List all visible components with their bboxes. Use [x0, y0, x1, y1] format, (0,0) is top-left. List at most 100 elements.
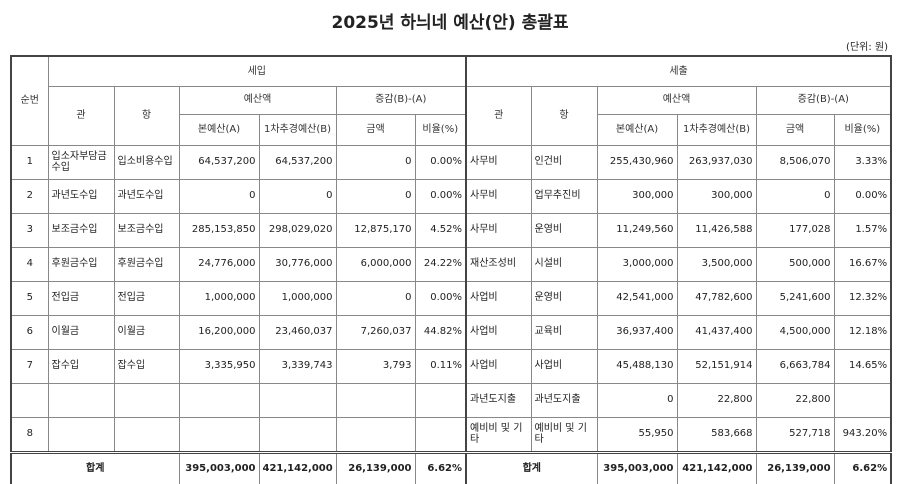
table-cell	[47, 416, 115, 453]
table-cell: 사업비	[530, 348, 598, 384]
header-cell: 예산액	[178, 85, 337, 115]
table-cell: 운영비	[530, 212, 598, 248]
table-cell	[335, 416, 416, 453]
table-cell: 1,000,000	[258, 280, 337, 316]
total-cell: 26,139,000	[335, 450, 416, 484]
table-cell: 3.33%	[833, 144, 892, 180]
seq-cell: 6	[10, 314, 49, 350]
table-cell: 입소비용수입	[113, 144, 180, 180]
table-cell: 과년도수입	[47, 178, 115, 214]
total-cell: 395,003,000	[178, 450, 260, 484]
header-cell: 금액	[335, 113, 416, 146]
table-cell: 3,335,950	[178, 348, 260, 384]
table-cell: 입소자부담금수입	[47, 144, 115, 180]
table-cell: 3,500,000	[676, 246, 757, 282]
table-cell: 24.22%	[414, 246, 467, 282]
table-cell: 전입금	[113, 280, 180, 316]
table-cell: 64,537,200	[258, 144, 337, 180]
header-cell: 금액	[755, 113, 835, 146]
table-cell: 사업비	[465, 348, 532, 384]
table-cell: 0.00%	[414, 280, 467, 316]
table-cell: 사업비	[465, 314, 532, 350]
table-cell: 23,460,037	[258, 314, 337, 350]
title: 2025년 하늬네 예산(안) 총괄표	[331, 13, 569, 33]
table-cell: 과년도지출	[465, 382, 532, 418]
table-row: 4 후원금수입 후원금수입 24,776,000 30,776,000 6,000,000…	[10, 246, 892, 282]
table-cell: 1.57%	[833, 212, 892, 248]
table-cell: 후원금수입	[47, 246, 115, 282]
table-cell: 583,668	[676, 416, 757, 453]
seq-cell: 5	[10, 280, 49, 316]
table-cell: 잡수입	[113, 348, 180, 384]
table-cell: 255,430,960	[596, 144, 678, 180]
table-cell: 11,426,588	[676, 212, 757, 248]
table-cell: 후원금수입	[113, 246, 180, 282]
table-cell: 52,151,914	[676, 348, 757, 384]
table-cell: 이월금	[113, 314, 180, 350]
header-cell: 관	[47, 85, 115, 146]
table-cell: 47,782,600	[676, 280, 757, 316]
table-cell: 0.00%	[414, 178, 467, 214]
table-cell: 4,500,000	[755, 314, 835, 350]
budget-table: 순번 세입 세출 관 항 예산액 증감(B)-(A) 관 항 예산액 증감(B)…	[10, 55, 893, 484]
table-cell	[178, 382, 260, 418]
table-cell: 3,000,000	[596, 246, 678, 282]
total-cell: 26,139,000	[755, 450, 835, 484]
table-cell: 285,153,850	[178, 212, 260, 248]
table-row: 8 예비비 및 기타 예비비 및 기타 55,950 583,668 527,718 943…	[10, 416, 892, 453]
table-cell: 시설비	[530, 246, 598, 282]
header-cell: 예산액	[596, 85, 757, 115]
table-cell	[178, 416, 260, 453]
table-cell	[335, 382, 416, 418]
table-cell: 예비비 및 기타	[465, 416, 532, 453]
total-cell: 421,142,000	[676, 450, 757, 484]
total-row: 합계 395,003,000 421,142,000 26,139,000 6.62% 합…	[10, 450, 892, 484]
table-cell: 3,339,743	[258, 348, 337, 384]
seq-cell: 7	[10, 348, 49, 384]
table-cell: 55,950	[596, 416, 678, 453]
table-cell: 30,776,000	[258, 246, 337, 282]
table-cell: 7,260,037	[335, 314, 416, 350]
table-cell: 8,506,070	[755, 144, 835, 180]
table-cell: 3,793	[335, 348, 416, 384]
table-row: 6 이월금 이월금 16,200,000 23,460,037 7,260,037 44.8…	[10, 314, 892, 350]
total-label: 합계	[465, 450, 598, 484]
table-body: 1 입소자부담금수입 입소비용수입 64,537,200 64,537,200 0 0.00…	[10, 144, 892, 484]
table-cell: 0.00%	[414, 144, 467, 180]
seq-cell: 2	[10, 178, 49, 214]
table-cell: 잡수입	[47, 348, 115, 384]
table-cell: 사무비	[465, 212, 532, 248]
table-cell: 943.20%	[833, 416, 892, 453]
total-cell: 6.62%	[833, 450, 892, 484]
table-cell: 5,241,600	[755, 280, 835, 316]
total-cell: 6.62%	[414, 450, 467, 484]
table-row: 1 입소자부담금수입 입소비용수입 64,537,200 64,537,200 0 0.00…	[10, 144, 892, 180]
table-cell: 사업비	[465, 280, 532, 316]
table-cell: 24,776,000	[178, 246, 260, 282]
table-cell: 500,000	[755, 246, 835, 282]
header-cell: 관	[465, 85, 532, 146]
table-cell: 45,488,130	[596, 348, 678, 384]
header-cell: 항	[113, 85, 180, 146]
table-cell: 300,000	[676, 178, 757, 214]
table-cell: 14.65%	[833, 348, 892, 384]
table-cell: 0	[335, 280, 416, 316]
table-cell: 이월금	[47, 314, 115, 350]
total-label: 합계	[10, 450, 180, 484]
header-cell: 항	[530, 85, 598, 146]
header-cell: 세입	[47, 55, 467, 87]
table-cell: 0	[258, 178, 337, 214]
seq-cell	[10, 382, 49, 418]
total-cell: 421,142,000	[258, 450, 337, 484]
table-cell: 263,937,030	[676, 144, 757, 180]
table-cell	[414, 382, 467, 418]
table-cell: 사무비	[465, 178, 532, 214]
table-cell: 0.11%	[414, 348, 467, 384]
table-cell: 사무비	[465, 144, 532, 180]
table-cell: 12.18%	[833, 314, 892, 350]
table-cell	[833, 382, 892, 418]
table-row: 2 과년도수입 과년도수입 0 0 0 0.00% 사무비 업무추진비 300,000 300,00…	[10, 178, 892, 214]
table-cell: 0	[335, 178, 416, 214]
table-cell: 0	[596, 382, 678, 418]
